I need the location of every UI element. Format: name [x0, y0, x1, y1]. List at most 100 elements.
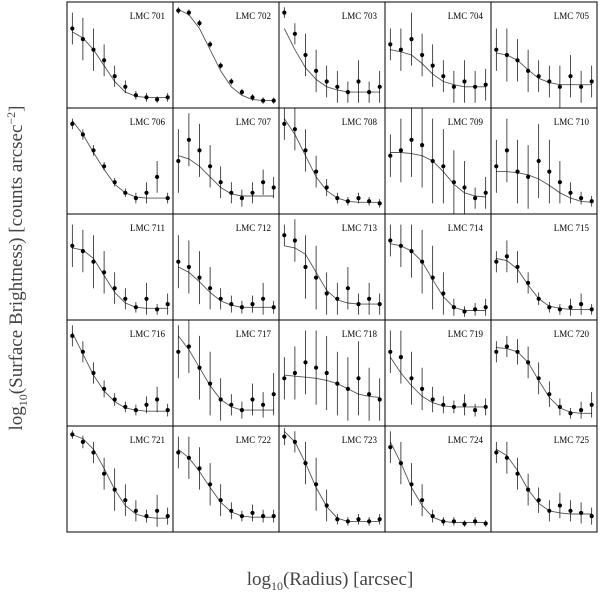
data-point: [568, 74, 573, 79]
data-point: [80, 249, 85, 254]
x-label-part: (Radius) [arcsec]: [283, 569, 413, 590]
plot-area: [494, 28, 594, 108]
data-point: [314, 482, 319, 487]
panel-title: LMC 723: [342, 435, 378, 445]
data-point: [314, 275, 319, 280]
data-point: [398, 461, 403, 466]
panel: LMC 724: [384, 425, 492, 533]
data-point: [155, 508, 160, 513]
panel-title: LMC 720: [554, 329, 590, 339]
data-point: [292, 370, 297, 376]
data-point: [409, 137, 414, 142]
plot-area: [494, 441, 594, 525]
data-point: [483, 305, 488, 310]
panel-title: LMC 709: [448, 117, 484, 127]
data-point: [473, 519, 478, 524]
model-curve: [389, 356, 486, 408]
model-curve: [390, 152, 486, 198]
data-point: [483, 190, 488, 195]
data-point: [250, 190, 255, 195]
data-point: [526, 360, 531, 365]
data-point: [271, 98, 276, 103]
data-point: [345, 90, 350, 95]
model-curve: [390, 243, 486, 311]
data-point: [345, 199, 350, 204]
data-point: [208, 286, 213, 291]
plot-area: [388, 12, 488, 103]
plot-area: [388, 224, 488, 317]
data-point: [229, 302, 234, 307]
data-point: [483, 521, 488, 526]
plot-area: [70, 430, 170, 527]
data-point: [377, 302, 382, 307]
data-point: [377, 84, 382, 89]
data-point: [367, 90, 372, 95]
data-point: [303, 264, 308, 270]
data-point: [324, 291, 329, 296]
data-point: [483, 82, 488, 87]
data-point: [568, 190, 573, 195]
data-point: [123, 498, 128, 503]
panel: LMC 701: [66, 1, 174, 109]
data-point: [123, 190, 128, 195]
data-point: [473, 196, 478, 201]
data-point: [367, 199, 372, 204]
data-point: [197, 466, 202, 471]
data-point: [579, 510, 584, 516]
data-point: [239, 514, 244, 519]
data-point: [388, 445, 393, 450]
model-curve: [178, 266, 274, 308]
panel-title: LMC 705: [554, 11, 590, 21]
plot-area: [388, 108, 488, 214]
data-point: [473, 307, 478, 312]
panel: LMC 722: [172, 425, 280, 533]
data-point: [568, 411, 573, 416]
data-point: [504, 52, 509, 58]
data-point: [377, 517, 382, 522]
data-point: [430, 275, 435, 280]
data-point: [568, 508, 573, 513]
data-point: [70, 26, 75, 31]
panel: LMC 708: [278, 107, 386, 215]
data-point: [547, 305, 552, 310]
data-point: [589, 79, 594, 84]
data-point: [335, 517, 340, 522]
data-point: [589, 514, 594, 519]
panel: LMC 716: [66, 319, 174, 427]
data-point: [462, 185, 467, 190]
y-label-sup: −2: [4, 112, 18, 125]
data-point: [102, 58, 107, 63]
data-point: [176, 349, 181, 354]
data-point: [515, 471, 520, 476]
panel: LMC 720: [490, 319, 598, 427]
plot-area: [494, 118, 594, 209]
data-point: [579, 302, 584, 307]
data-point: [557, 404, 563, 410]
data-point: [430, 397, 435, 402]
data-point: [494, 164, 499, 169]
data-point: [186, 455, 191, 460]
data-point: [218, 296, 223, 301]
data-point: [197, 21, 202, 26]
data-point: [409, 37, 414, 42]
y-axis-label: log10(Surface Brightness) [counts arcsec…: [4, 106, 30, 431]
panel-title: LMC 718: [342, 329, 378, 339]
data-point: [144, 190, 149, 195]
data-point: [526, 280, 531, 285]
data-point: [133, 93, 138, 98]
data-point: [102, 164, 107, 169]
data-point: [494, 259, 499, 264]
data-point: [165, 95, 170, 100]
data-point: [398, 148, 403, 153]
model-curve: [390, 49, 486, 88]
data-point: [80, 439, 85, 444]
data-point: [229, 402, 234, 407]
data-point: [504, 254, 509, 259]
data-point: [589, 402, 594, 407]
data-point: [123, 84, 128, 89]
data-point: [345, 286, 350, 291]
data-point: [112, 487, 117, 492]
data-point: [367, 519, 372, 524]
data-point: [579, 196, 584, 201]
model-curve: [72, 434, 168, 519]
